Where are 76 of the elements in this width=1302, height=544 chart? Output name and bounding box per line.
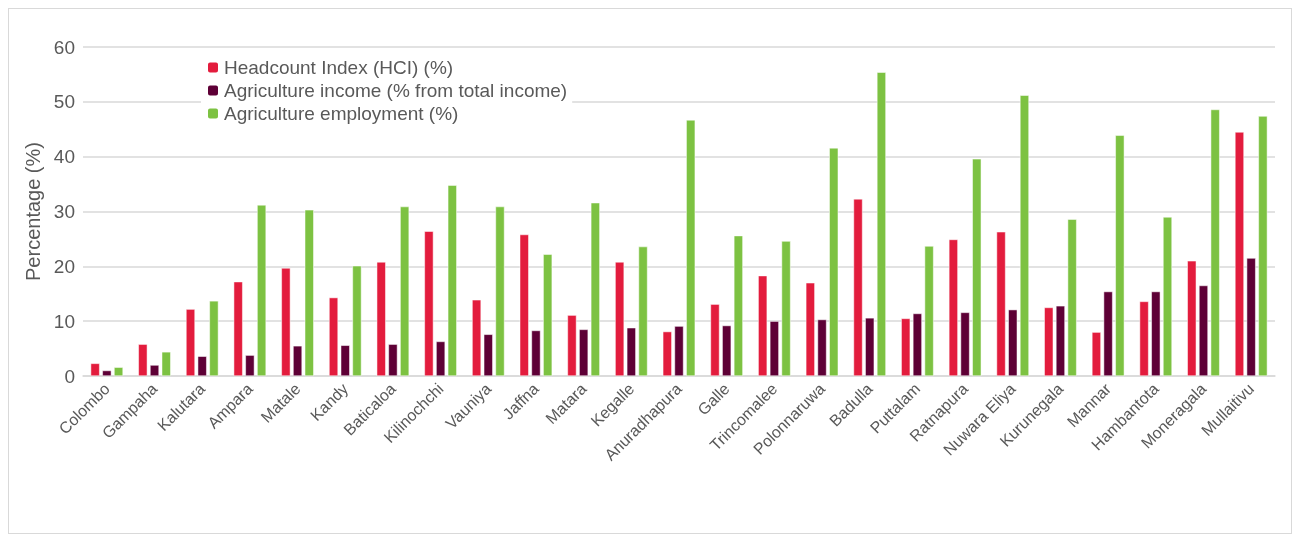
y-tick-label: 40 bbox=[53, 146, 75, 168]
y-tick-label: 30 bbox=[53, 201, 75, 222]
bar bbox=[996, 231, 1006, 376]
bar bbox=[519, 234, 529, 376]
bar bbox=[901, 318, 911, 376]
bar bbox=[304, 209, 314, 376]
bar bbox=[1055, 305, 1065, 376]
bar bbox=[1139, 301, 1149, 376]
bar bbox=[186, 309, 195, 376]
y-tick-label: 10 bbox=[53, 310, 75, 332]
bar bbox=[293, 345, 303, 376]
bar bbox=[1163, 216, 1172, 376]
bar bbox=[483, 334, 493, 376]
bar bbox=[638, 246, 648, 376]
bar bbox=[340, 345, 350, 376]
bar bbox=[781, 241, 791, 376]
bar bbox=[114, 367, 124, 376]
bar bbox=[352, 265, 362, 376]
bar bbox=[233, 281, 243, 376]
bar bbox=[1210, 109, 1220, 376]
bar bbox=[1187, 260, 1197, 376]
bar bbox=[1091, 332, 1101, 376]
legend-label: Headcount Index (HCI) (%) bbox=[224, 57, 454, 78]
y-axis-title: Percentage (%) bbox=[21, 142, 44, 281]
bar bbox=[853, 198, 863, 376]
bar bbox=[876, 72, 886, 376]
bar bbox=[281, 267, 291, 376]
bar bbox=[662, 331, 672, 376]
bar bbox=[1067, 219, 1077, 376]
bar bbox=[865, 317, 875, 376]
y-tick-label: 20 bbox=[53, 255, 75, 277]
bar bbox=[150, 365, 160, 376]
bar bbox=[1044, 307, 1054, 376]
bar bbox=[1234, 131, 1244, 376]
bar bbox=[948, 239, 958, 376]
bar bbox=[972, 158, 982, 376]
bar bbox=[138, 344, 148, 376]
bar bbox=[960, 312, 970, 376]
bar bbox=[197, 356, 207, 376]
bar bbox=[161, 351, 171, 376]
bar bbox=[1019, 95, 1029, 376]
bar bbox=[472, 299, 482, 376]
bar bbox=[245, 355, 255, 376]
bar bbox=[329, 297, 339, 376]
bar bbox=[1008, 309, 1018, 376]
bar bbox=[912, 313, 922, 376]
bar bbox=[924, 246, 934, 376]
bar bbox=[388, 344, 398, 376]
legend-label: Agriculture employment (%) bbox=[224, 103, 459, 124]
bar bbox=[1198, 285, 1208, 376]
bar bbox=[1115, 135, 1125, 376]
bar bbox=[829, 147, 839, 376]
bar bbox=[1258, 116, 1268, 376]
bar bbox=[424, 231, 434, 376]
y-tick-label: 50 bbox=[53, 91, 75, 113]
bar bbox=[710, 304, 720, 376]
bar bbox=[1151, 291, 1161, 376]
bar bbox=[567, 315, 577, 376]
bar bbox=[495, 206, 505, 376]
bar bbox=[817, 319, 827, 376]
bar bbox=[90, 363, 100, 376]
legend-label: Agriculture income (% from total income) bbox=[224, 80, 568, 101]
y-tick-label: 0 bbox=[64, 365, 75, 387]
y-tick-label: 60 bbox=[53, 36, 75, 58]
bar bbox=[543, 254, 553, 376]
bar bbox=[376, 261, 386, 376]
bar bbox=[1103, 291, 1113, 376]
bar bbox=[257, 204, 267, 376]
bar bbox=[674, 326, 684, 376]
bar bbox=[400, 206, 410, 376]
bar bbox=[1246, 258, 1256, 376]
bar bbox=[686, 119, 696, 376]
bar bbox=[805, 282, 815, 376]
bar bbox=[102, 370, 112, 376]
bar bbox=[531, 330, 541, 376]
bar bbox=[209, 300, 219, 376]
